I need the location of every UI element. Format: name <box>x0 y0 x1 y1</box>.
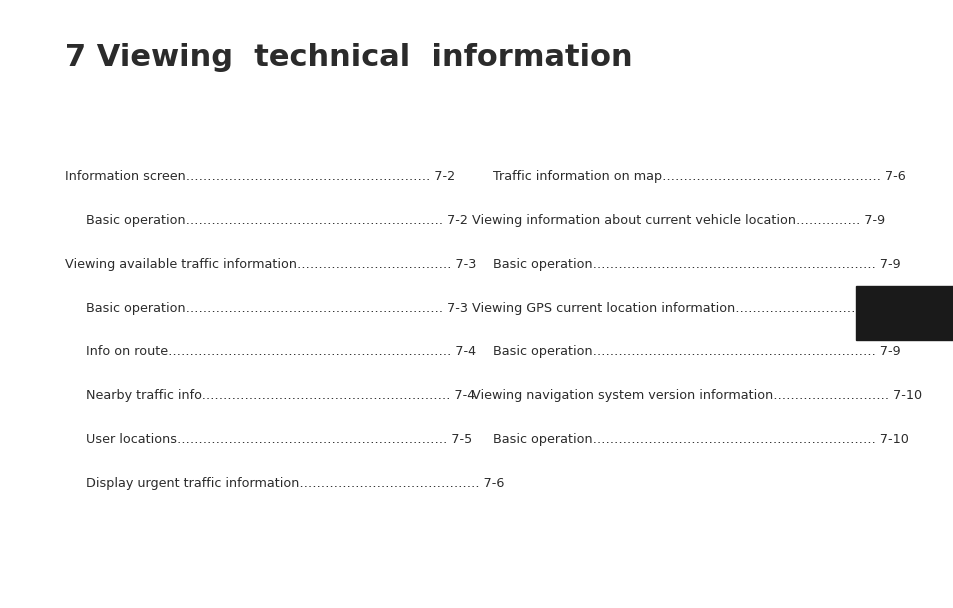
Text: Viewing GPS current location information…………………………… 7-9: Viewing GPS current location information… <box>472 302 901 314</box>
Text: Basic operation………………………………………………………… 7-9: Basic operation………………………………………………………… 7-… <box>493 345 900 358</box>
Text: Viewing navigation system version information……………………… 7-10: Viewing navigation system version inform… <box>472 389 922 402</box>
Text: Basic operation………………………………………………………… 7-10: Basic operation………………………………………………………… 7-… <box>493 433 908 446</box>
Text: Display urgent traffic information…………………………………… 7-6: Display urgent traffic information………………… <box>86 477 504 489</box>
Text: Viewing available traffic information……………………………… 7-3: Viewing available traffic information………… <box>65 258 476 271</box>
Text: Basic operation…………………………………………………… 7-2: Basic operation…………………………………………………… 7-2 <box>86 214 467 227</box>
Text: Viewing information about current vehicle location…………… 7-9: Viewing information about current vehicl… <box>472 214 884 227</box>
Text: Basic operation………………………………………………………… 7-9: Basic operation………………………………………………………… 7-… <box>493 258 900 271</box>
Text: User locations……………………………………………………… 7-5: User locations……………………………………………………… 7-5 <box>86 433 472 446</box>
Text: 7 Viewing  technical  information: 7 Viewing technical information <box>65 43 632 72</box>
Text: Traffic information on map…………………………………………… 7-6: Traffic information on map……………………………………… <box>493 170 905 183</box>
Text: Basic operation…………………………………………………… 7-3: Basic operation…………………………………………………… 7-3 <box>86 302 467 314</box>
Text: Nearby traffic info.………………………………………………… 7-4: Nearby traffic info.………………………………………………… … <box>86 389 475 402</box>
Text: Information screen………………………………………………… 7-2: Information screen………………………………………………… 7-… <box>65 170 455 183</box>
Bar <box>855 286 953 340</box>
Text: Info on route………………………………………………………… 7-4: Info on route………………………………………………………… 7-4 <box>86 345 476 358</box>
